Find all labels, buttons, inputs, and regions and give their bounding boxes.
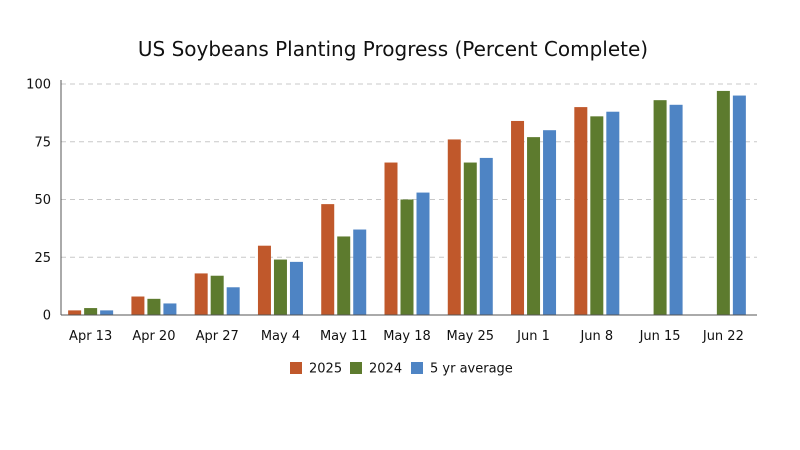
x-tick-label: Jun 22 [702,329,744,344]
bar-2025-apr-27 [194,273,208,315]
legend-item-5-yr-average: 5 yr average [411,362,513,377]
y-tick-label: 25 [34,251,51,266]
legend-swatch [350,362,362,374]
legend-swatch [290,362,302,374]
x-tick-label: May 18 [383,329,431,344]
y-tick-label: 100 [26,78,51,93]
grid-lines [61,83,757,258]
bar-5-yr-average-may-4 [289,261,303,315]
bar-2025-jun-8 [574,107,588,315]
bar-2024-apr-27 [210,275,224,315]
bar-5-yr-average-jun-22 [732,95,746,315]
bar-2024-may-4 [273,259,287,315]
bar-2025-may-25 [447,139,461,315]
bar-5-yr-average-apr-27 [226,287,240,315]
bar-2024-may-11 [337,236,351,315]
legend-label: 2025 [309,362,342,377]
bar-2025-jun-1 [511,120,525,316]
bar-2025-may-4 [257,245,271,315]
x-axis-ticks: Apr 13 Apr 20 Apr 27 May 4 May 11 May 18 May 2… [69,329,744,344]
bar-5-yr-average-may-11 [353,229,367,315]
y-tick-label: 50 [34,193,51,208]
bar-2025-may-18 [384,162,398,315]
bar-2024-jun-1 [527,137,541,315]
bar-5-yr-average-apr-13 [100,310,114,315]
x-tick-label: May 11 [320,329,368,344]
bar-2025-may-11 [321,204,335,315]
bar-5-yr-average-jun-15 [669,104,683,315]
x-tick-label: Jun 8 [579,329,613,344]
x-tick-label: Jun 15 [639,329,681,344]
y-tick-label: 75 [34,135,51,150]
bar-2024-jun-15 [653,100,667,315]
bar-5-yr-average-may-25 [479,157,493,315]
legend-label: 5 yr average [430,362,513,377]
bar-2024-may-25 [463,162,477,315]
bar-5-yr-average-may-18 [416,192,430,315]
bar-5-yr-average-jun-8 [606,111,620,315]
bar-2025-apr-13 [68,310,82,315]
x-tick-label: Apr 20 [132,329,175,344]
bar-2024-jun-22 [716,90,730,316]
legend-label: 2024 [369,362,402,377]
axes [60,80,757,316]
bar-2025-apr-20 [131,296,145,315]
bar-2024-apr-20 [147,298,161,315]
bar-2024-apr-13 [84,308,98,315]
legend: 2025 2024 5 yr average [290,362,513,377]
legend-item-2025: 2025 [290,362,342,377]
x-tick-label: Apr 13 [69,329,112,344]
legend-swatch [411,362,423,374]
x-tick-label: Apr 27 [196,329,239,344]
bar-2024-jun-8 [590,116,604,315]
y-axis-ticks: 0 25 50 75 100 [26,78,51,324]
bar-5-yr-average-apr-20 [163,303,177,315]
chart-title: US Soybeans Planting Progress (Percent C… [138,37,648,61]
x-tick-label: May 4 [261,329,300,344]
y-tick-label: 0 [43,309,51,324]
bar-2024-may-18 [400,199,414,315]
x-tick-label: Jun 1 [516,329,550,344]
bar-5-yr-average-jun-1 [543,130,557,315]
legend-item-2024: 2024 [350,362,402,377]
bar-group [68,90,746,316]
x-tick-label: May 25 [446,329,494,344]
